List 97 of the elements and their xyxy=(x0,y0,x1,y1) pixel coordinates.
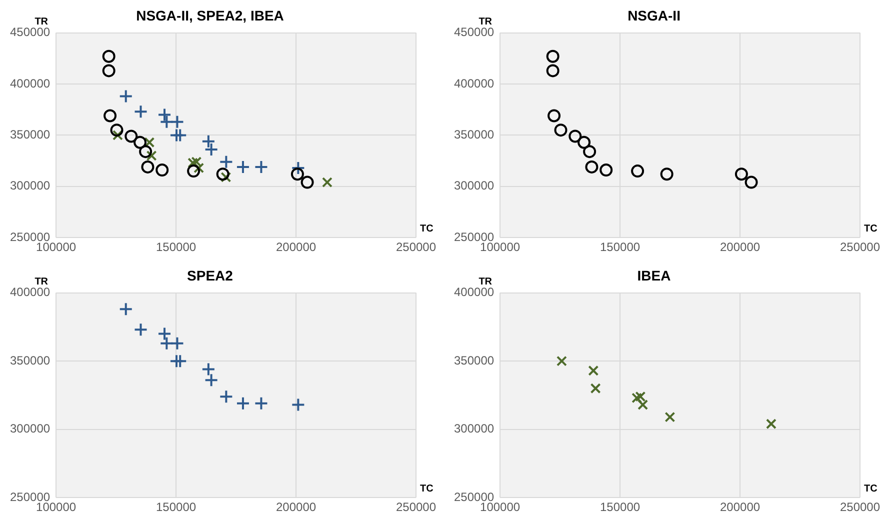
y-tick-label: 400000 xyxy=(454,285,494,300)
point xyxy=(600,164,613,177)
point xyxy=(173,354,188,368)
y-tick-label: 300000 xyxy=(454,422,494,436)
y-axis-title: TR xyxy=(34,16,49,28)
point xyxy=(160,336,174,350)
point xyxy=(220,172,232,182)
point xyxy=(219,154,234,169)
point xyxy=(568,130,582,143)
point xyxy=(170,114,184,129)
y-axis-title: TR xyxy=(478,276,493,288)
point xyxy=(664,412,676,422)
point xyxy=(102,64,116,78)
point xyxy=(187,164,200,178)
y-tick-label: 350000 xyxy=(10,353,50,368)
x-tick-label: 150000 xyxy=(600,500,640,514)
point xyxy=(158,108,172,122)
point xyxy=(554,124,568,137)
point xyxy=(590,383,601,394)
x-tick-label: 200000 xyxy=(276,240,316,254)
chart-title: NSGA-II, SPEA2, IBEA xyxy=(136,7,284,24)
x-tick-label: 250000 xyxy=(396,500,436,514)
y-tick-label: 350000 xyxy=(454,353,494,368)
y-tick-label: 450000 xyxy=(454,25,494,40)
point xyxy=(300,176,314,189)
point xyxy=(104,109,117,122)
point xyxy=(134,322,148,337)
y-axis-title: TR xyxy=(478,16,493,28)
point xyxy=(102,50,116,63)
point xyxy=(585,160,598,174)
x-axis-title: TC xyxy=(864,223,878,234)
point xyxy=(631,164,644,178)
y-tick-label: 400000 xyxy=(10,76,50,90)
point xyxy=(734,168,748,181)
x-axis-title: TC xyxy=(420,483,434,494)
point xyxy=(236,160,250,174)
chart-title: NSGA-II xyxy=(628,7,680,24)
point xyxy=(156,164,169,177)
x-tick-label: 250000 xyxy=(396,240,436,254)
point xyxy=(144,137,155,148)
y-tick-label: 400000 xyxy=(454,76,494,90)
point xyxy=(219,390,234,404)
point xyxy=(201,362,216,376)
point xyxy=(118,89,133,104)
point xyxy=(118,302,133,316)
chart-title: SPEA2 xyxy=(187,267,234,284)
x-tick-label: 250000 xyxy=(840,500,880,514)
point xyxy=(766,418,776,430)
point xyxy=(236,396,250,410)
point xyxy=(146,150,157,161)
point xyxy=(141,160,154,174)
x-axis-title: TC xyxy=(864,483,878,494)
y-tick-label: 350000 xyxy=(454,128,494,142)
point xyxy=(112,130,123,140)
chart-title: IBEA xyxy=(637,267,671,284)
point xyxy=(160,114,174,129)
x-tick-label: 200000 xyxy=(276,500,316,514)
y-tick-label: 400000 xyxy=(10,285,50,300)
point xyxy=(204,373,218,388)
point xyxy=(173,128,188,142)
point xyxy=(254,396,268,410)
point xyxy=(158,326,172,341)
point xyxy=(291,398,306,412)
x-tick-label: 200000 xyxy=(720,500,760,514)
x-tick-label: 250000 xyxy=(840,240,880,254)
point xyxy=(744,176,758,189)
point xyxy=(632,392,642,404)
y-tick-label: 300000 xyxy=(10,178,50,193)
point xyxy=(546,50,560,63)
x-axis-title: TC xyxy=(420,223,434,234)
point xyxy=(546,64,560,78)
x-tick-label: 150000 xyxy=(156,240,196,254)
point xyxy=(134,136,147,149)
point xyxy=(660,168,674,181)
point xyxy=(578,136,591,149)
x-tick-label: 200000 xyxy=(720,240,760,254)
point xyxy=(588,365,599,376)
point xyxy=(290,168,304,181)
point xyxy=(291,160,306,175)
y-axis-title: TR xyxy=(34,276,49,288)
point xyxy=(322,177,332,188)
point xyxy=(110,124,124,137)
y-tick-label: 300000 xyxy=(10,422,50,436)
point xyxy=(139,145,152,158)
point xyxy=(548,109,561,122)
y-tick-label: 450000 xyxy=(10,25,50,40)
x-tick-label: 150000 xyxy=(156,500,196,514)
point xyxy=(216,168,230,181)
point xyxy=(556,356,567,366)
point xyxy=(134,104,148,119)
point xyxy=(124,130,138,143)
y-tick-label: 350000 xyxy=(10,128,50,142)
point xyxy=(170,336,184,350)
point xyxy=(254,160,268,174)
point xyxy=(583,145,596,158)
x-tick-label: 150000 xyxy=(600,240,640,254)
y-tick-label: 300000 xyxy=(454,178,494,193)
